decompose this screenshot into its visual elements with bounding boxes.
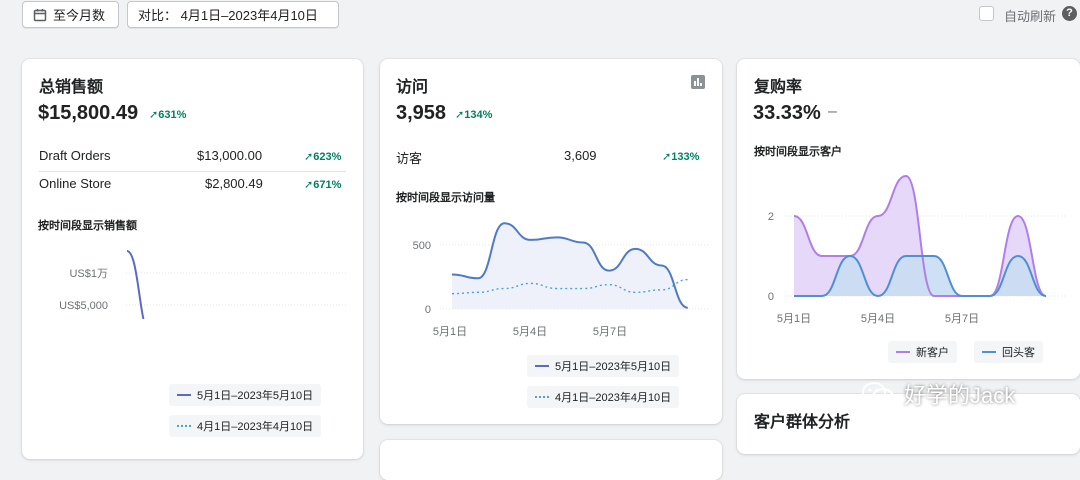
x-tick-label: 5月4日 (861, 313, 895, 325)
breakdown-change: ➚671% (304, 179, 342, 191)
y-tick-label: 0 (768, 291, 774, 303)
auto-refresh-label: 自动刷新 (1004, 9, 1057, 24)
legend-previous[interactable]: 4月1日–2023年4月10日 (169, 415, 322, 437)
total-sales-value: $15,800.49 (38, 102, 139, 124)
breakdown-value: $13,000.00 (197, 148, 263, 163)
x-tick-label: 5月1日 (777, 313, 811, 325)
legend-label: 新客户 (916, 347, 949, 359)
x-tick-label: 5月1日 (433, 326, 467, 338)
y-tick-label: US$5,000 (59, 300, 108, 312)
compare-label: 对比： 4月1日–2023年4月10日 (138, 8, 318, 23)
x-tick-label: 5月4日 (513, 326, 547, 338)
legend-label: 4月1日–2023年4月10日 (197, 421, 314, 433)
legend-current[interactable]: 5月1日–2023年5月10日 (527, 355, 680, 377)
arrow-up-icon: ➚ (662, 151, 672, 163)
card-title: 复购率 (754, 79, 803, 96)
legend-swatch-new (896, 351, 910, 353)
total-visits-change: ➚134% (455, 109, 493, 121)
calendar-icon (33, 8, 47, 21)
legend-label: 4月1日–2023年4月10日 (555, 392, 672, 404)
visitors-change: ➚133% (662, 151, 700, 163)
legend-swatch-returning (982, 351, 996, 353)
legend-label: 5月1日–2023年5月10日 (197, 390, 314, 402)
help-icon[interactable]: ? (1062, 6, 1077, 21)
x-tick-label: 5月7日 (945, 313, 979, 325)
returning-customers-line (794, 254, 1047, 298)
legend-label: 5月1日–2023年5月10日 (555, 361, 672, 373)
date-range-label: 至今月数 (53, 8, 106, 23)
legend-current[interactable]: 5月1日–2023年5月10日 (169, 384, 322, 406)
breakdown-name: Draft Orders (39, 148, 111, 163)
arrow-up-icon: ➚ (304, 179, 314, 191)
next-card (380, 440, 722, 480)
y-tick-label: 500 (413, 240, 431, 252)
returning-customers-area (794, 256, 1046, 296)
visitors-value: 3,609 (564, 148, 597, 163)
y-tick-label: 2 (768, 211, 774, 223)
chart-title: 按时间段显示访问量 (396, 192, 495, 204)
card-title: 总销售额 (39, 79, 104, 96)
arrow-up-icon: ➚ (455, 109, 465, 121)
total-sales-change: ➚631% (149, 109, 187, 121)
previous-period-line (451, 278, 688, 295)
chart-title: 按时间段显示客户 (754, 146, 842, 158)
current-period-area (452, 223, 688, 309)
breakdown-change: ➚623% (304, 151, 342, 163)
breakdown-name: Online Store (39, 176, 112, 191)
visits-card: 访问 3,958 ➚134% 访客 3,609 ➚133% 按时间段显示访问量 … (380, 59, 722, 424)
repeat-rate-card: 复购率 33.33% – 按时间段显示客户 2 0 5月1日 5月4日 5月7日 新客… (737, 59, 1080, 379)
wechat-icon (862, 382, 894, 406)
card-title: 客户群体分析 (754, 414, 851, 431)
total-visits-value: 3,958 (396, 102, 447, 124)
legend-new-customers[interactable]: 新客户 (888, 341, 957, 363)
repeat-rate-change: – (828, 103, 837, 120)
legend-swatch-previous (535, 396, 549, 398)
repeat-rate-value: 33.33% (753, 102, 821, 124)
total-sales-card: 总销售额 $15,800.49 ➚631% Draft Orders $13,0… (22, 59, 363, 459)
breakdown-value: $2,800.49 (205, 176, 263, 191)
chart-icon[interactable] (691, 75, 705, 89)
legend-label: 回头客 (1002, 347, 1035, 359)
divider (39, 171, 346, 172)
y-tick-label: 0 (425, 304, 431, 316)
date-range-button[interactable]: 至今月数 (22, 1, 119, 28)
legend-returning[interactable]: 回头客 (974, 341, 1043, 363)
auto-refresh-checkbox[interactable] (979, 6, 994, 21)
chart-title: 按时间段显示销售额 (38, 220, 137, 232)
legend-swatch-previous (177, 425, 191, 427)
arrow-up-icon: ➚ (304, 151, 314, 163)
x-tick-label: 5月7日 (593, 326, 627, 338)
visitors-label: 访客 (396, 151, 423, 166)
current-period-line (126, 250, 145, 319)
watermark: 好学的Jack (860, 378, 1015, 410)
current-period-line (451, 222, 689, 309)
watermark-text: 好学的Jack (904, 383, 1016, 408)
legend-swatch-current (535, 365, 549, 367)
arrow-up-icon: ➚ (149, 109, 159, 121)
legend-previous[interactable]: 4月1日–2023年4月10日 (527, 386, 680, 408)
legend-swatch-current (177, 394, 191, 396)
compare-button[interactable]: 对比： 4月1日–2023年4月10日 (127, 1, 339, 28)
visits-chart: 500 0 5月1日 5月4日 5月7日 (413, 222, 710, 338)
customers-chart: 2 0 5月1日 5月4日 5月7日 (768, 174, 1067, 325)
y-tick-label: US$1万 (69, 268, 108, 280)
card-title: 访问 (396, 79, 429, 96)
